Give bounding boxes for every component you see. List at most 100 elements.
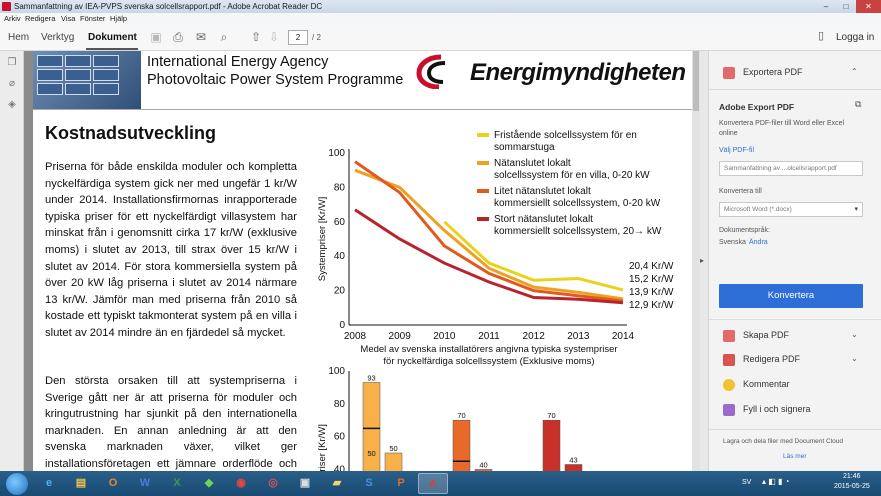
solar-panel-image (33, 51, 141, 109)
x-tick-label: 2009 (389, 331, 412, 342)
maximize-button[interactable]: □ (843, 2, 849, 11)
price-bar-chart: 40 60 80 100 Priser [Kr/W] 93 50 50 70 40 70 43 (317, 366, 583, 471)
legend-entry-4: Stort nätanslutet lokalt kommersiellt sol… (494, 214, 662, 237)
menu-fonster[interactable]: Fönster (80, 14, 106, 23)
chevron-down-icon[interactable]: ⌄ (851, 330, 858, 339)
acrobat-taskbar-icon[interactable]: A (418, 473, 448, 494)
menu-visa[interactable]: Visa (61, 14, 76, 23)
doc-language-value: Svenska (719, 239, 746, 246)
chevron-down-icon[interactable]: ⌄ (851, 354, 858, 363)
login-icon[interactable]: ▯ (818, 30, 825, 42)
convert-format-select[interactable]: Microsoft Word (*.docx) ▾ (719, 202, 863, 217)
document-area: International Energy Agency Photovoltaic… (24, 51, 700, 471)
series-end-label: 15,2 Kr/W (629, 274, 674, 285)
ie-icon[interactable]: e (45, 477, 53, 489)
minimize-button[interactable]: – (823, 2, 829, 11)
language-indicator[interactable]: SV (742, 479, 752, 486)
toolbar: Hem Verktyg Dokument ▣ ⎙ ✉ ⌕ ⇧ ⇩ 2 / 2 ▯… (0, 24, 881, 51)
next-page-icon[interactable]: ⇩ (268, 30, 280, 44)
app-icon-gray[interactable]: ▣ (299, 477, 311, 489)
bar-y-tick-label: 80 (334, 399, 346, 410)
section-heading: Kostnadsutveckling (45, 123, 217, 143)
search-icon[interactable]: ⌕ (220, 30, 228, 44)
menu-bar: Arkiv Redigera Visa Fönster Hjälp (0, 13, 881, 24)
bar-y-tick-label: 60 (334, 432, 346, 443)
app-icon-green[interactable]: ◆ (204, 477, 214, 489)
mail-icon[interactable]: ✉ (195, 30, 207, 44)
dropdown-arrow-icon: ▾ (854, 206, 858, 213)
tab-verktyg[interactable]: Verktyg (41, 32, 75, 43)
title-bar: Sammanfattning av IEA-PVPS svenska solce… (0, 0, 881, 13)
prev-page-icon[interactable]: ⇧ (250, 30, 262, 44)
series-line-2 (354, 168, 624, 301)
comment-icon (723, 379, 735, 391)
save-icon[interactable]: ▣ (150, 30, 162, 44)
outlook-icon[interactable]: O (108, 477, 118, 489)
close-button[interactable]: ✕ (856, 0, 881, 13)
series-line-1 (443, 220, 624, 292)
word-icon[interactable]: W (139, 477, 151, 489)
copy-icon[interactable]: ⧉ (855, 99, 862, 109)
change-language-link[interactable]: Ändra (749, 239, 768, 246)
folder-icon[interactable]: ▰ (332, 477, 342, 489)
collapse-pane-icon[interactable]: ▸ (700, 256, 705, 265)
x-axis-label: Medel av svenska installatörers angivna … (360, 344, 617, 367)
right-tools-pane: Exportera PDF ⌃ Adobe Export PDF ⧉ Konve… (708, 51, 881, 471)
tab-hem[interactable]: Hem (8, 32, 30, 43)
page-total: / 2 (312, 33, 321, 42)
start-button[interactable] (6, 473, 28, 495)
bar-low-label: 50 (367, 449, 375, 458)
scrollbar-thumb[interactable] (693, 51, 699, 111)
selected-file-field[interactable]: Sammanfattning av ...olcellsrapport.pdf (719, 161, 863, 176)
vertical-scrollbar[interactable] (692, 51, 700, 471)
chrome-icon[interactable]: ◉ (236, 477, 246, 489)
bar-2010 (452, 419, 471, 471)
layers-icon[interactable]: ◈ (8, 99, 16, 110)
bar-value-label: 50 (389, 444, 397, 453)
left-nav-rail: ❐ ⌀ ◈ (0, 51, 24, 471)
pdf-page: International Energy Agency Photovoltaic… (33, 51, 693, 471)
bar-value-label: 40 (479, 460, 487, 469)
convert-button[interactable]: Konvertera (719, 284, 863, 308)
bar-2013 (564, 464, 583, 471)
tab-dokument[interactable]: Dokument (88, 32, 137, 43)
page-number-input[interactable]: 2 (288, 30, 308, 45)
clock-date[interactable]: 2015-05-25 (834, 483, 870, 490)
app-icon-red[interactable]: ◎ (268, 477, 278, 489)
menu-hjalp[interactable]: Hjälp (110, 14, 128, 23)
excel-icon[interactable]: X (173, 477, 181, 489)
bar-y-axis-label: Priser [Kr/W] (317, 424, 328, 471)
document-cloud-text: Lagra och dela filer med Document Cloud (723, 438, 843, 445)
bar-2008 (362, 382, 381, 471)
clock-time[interactable]: 21:46 (843, 473, 861, 480)
doc-language-label: Dokumentspråk: (719, 227, 770, 234)
acrobat-icon (2, 2, 11, 11)
print-icon[interactable]: ⎙ (173, 30, 183, 44)
learn-more-link[interactable]: Läs mer (783, 453, 807, 460)
bar-value-label: 70 (457, 411, 465, 420)
attachment-icon[interactable]: ⌀ (8, 78, 16, 89)
menu-arkiv[interactable]: Arkiv (4, 14, 21, 23)
tray-icons[interactable]: ▴ ◧ ▮ ◔ (762, 477, 790, 486)
x-tick-label: 2012 (523, 331, 546, 342)
energimyndigheten-logo-text: Energimyndigheten (470, 59, 686, 86)
explorer-icon[interactable]: ▤ (75, 477, 87, 489)
lync-icon[interactable]: S (365, 477, 373, 489)
powerpoint-icon[interactable]: P (397, 477, 405, 489)
x-tick-label: 2008 (344, 331, 367, 342)
x-tick-label: 2011 (478, 331, 500, 342)
legend-entry-1: Fristående solcellssystem för en sommarst… (494, 129, 637, 153)
y-tick-label: 0 (339, 320, 345, 331)
select-pdf-link[interactable]: Välj PDF-fil (719, 147, 755, 154)
y-tick-label: 20 (334, 286, 346, 297)
header-divider (33, 109, 693, 110)
login-link[interactable]: Logga in (836, 32, 875, 43)
page-thumbnails-icon[interactable]: ❐ (7, 57, 17, 68)
chevron-up-icon[interactable]: ⌃ (851, 67, 858, 76)
active-tab-indicator (86, 48, 138, 50)
create-pdf-icon (723, 330, 735, 342)
menu-redigera[interactable]: Redigera (25, 14, 56, 23)
x-tick-label: 2014 (612, 331, 635, 342)
legend-entry-3: Litet nätanslutet lokalt kommersiellt sol… (494, 186, 661, 209)
legend-entry-2: Nätanslutet lokalt solcellssystem för en … (494, 158, 650, 181)
